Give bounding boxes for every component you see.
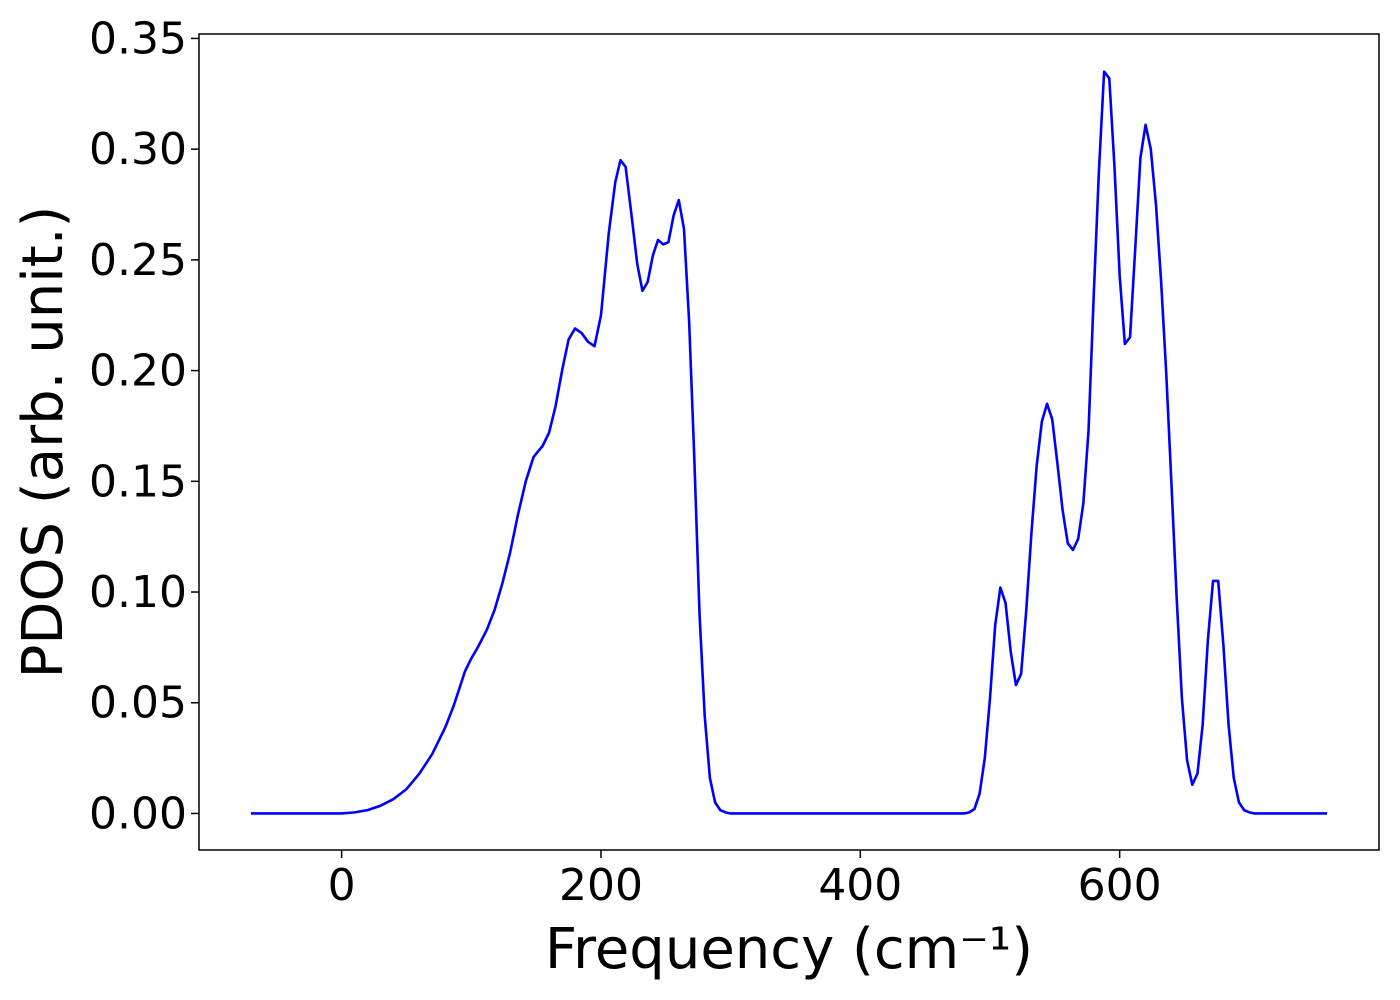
y-tick-label: 0.05	[89, 678, 187, 729]
y-tick-label: 0.25	[89, 235, 187, 286]
y-tick-label: 0.20	[89, 346, 187, 397]
x-tick-label: 0	[328, 860, 356, 911]
y-tick-label: 0.00	[89, 788, 187, 839]
series-line-0	[250, 70, 1328, 815]
plot-frame	[198, 33, 1380, 851]
y-tick-label: 0.30	[89, 124, 187, 175]
y-axis-ticks: 0.00 0.05 0.10 0.15 0.20 0.25 0.30 0.35	[89, 13, 199, 839]
y-axis-title: PDOS (arb. unit.)	[11, 206, 76, 679]
y-tick-label: 0.15	[89, 456, 187, 507]
y-tick-label: 0.35	[89, 13, 187, 64]
plot-layer	[250, 70, 1328, 815]
x-axis-title: Frequency (cm⁻¹)	[545, 917, 1033, 982]
x-tick-label: 200	[559, 860, 643, 911]
x-tick-label: 400	[818, 860, 902, 911]
x-tick-label: 600	[1078, 860, 1162, 911]
y-tick-label: 0.10	[89, 567, 187, 618]
x-axis-ticks: 0 200 400 600	[328, 850, 1162, 911]
